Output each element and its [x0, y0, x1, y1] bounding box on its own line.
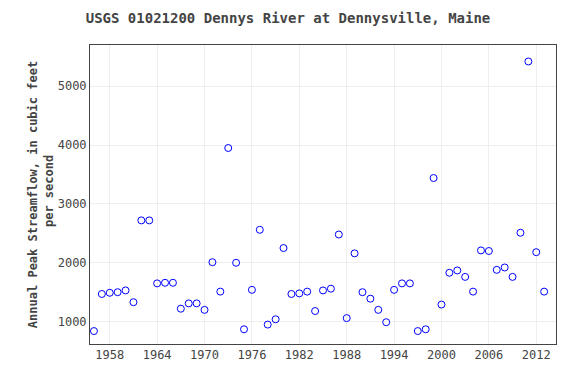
- svg-text:2012: 2012: [522, 348, 551, 362]
- svg-text:1958: 1958: [95, 348, 124, 362]
- svg-text:1988: 1988: [332, 348, 361, 362]
- svg-text:USGS 01021200 Dennys River at: USGS 01021200 Dennys River at Dennysvill…: [86, 10, 491, 26]
- svg-text:1994: 1994: [380, 348, 409, 362]
- svg-text:1000: 1000: [58, 315, 87, 329]
- svg-text:3000: 3000: [58, 197, 87, 211]
- svg-text:4000: 4000: [58, 138, 87, 152]
- svg-text:5000: 5000: [58, 79, 87, 93]
- svg-text:2006: 2006: [474, 348, 503, 362]
- svg-text:2000: 2000: [58, 256, 87, 270]
- svg-text:1970: 1970: [190, 348, 219, 362]
- svg-text:1982: 1982: [285, 348, 314, 362]
- svg-text:2000: 2000: [427, 348, 456, 362]
- svg-text:1976: 1976: [237, 348, 266, 362]
- svg-text:Annual Peak Streamflow, in cub: Annual Peak Streamflow, in cubic feet pe…: [26, 61, 56, 328]
- svg-text:1964: 1964: [143, 348, 172, 362]
